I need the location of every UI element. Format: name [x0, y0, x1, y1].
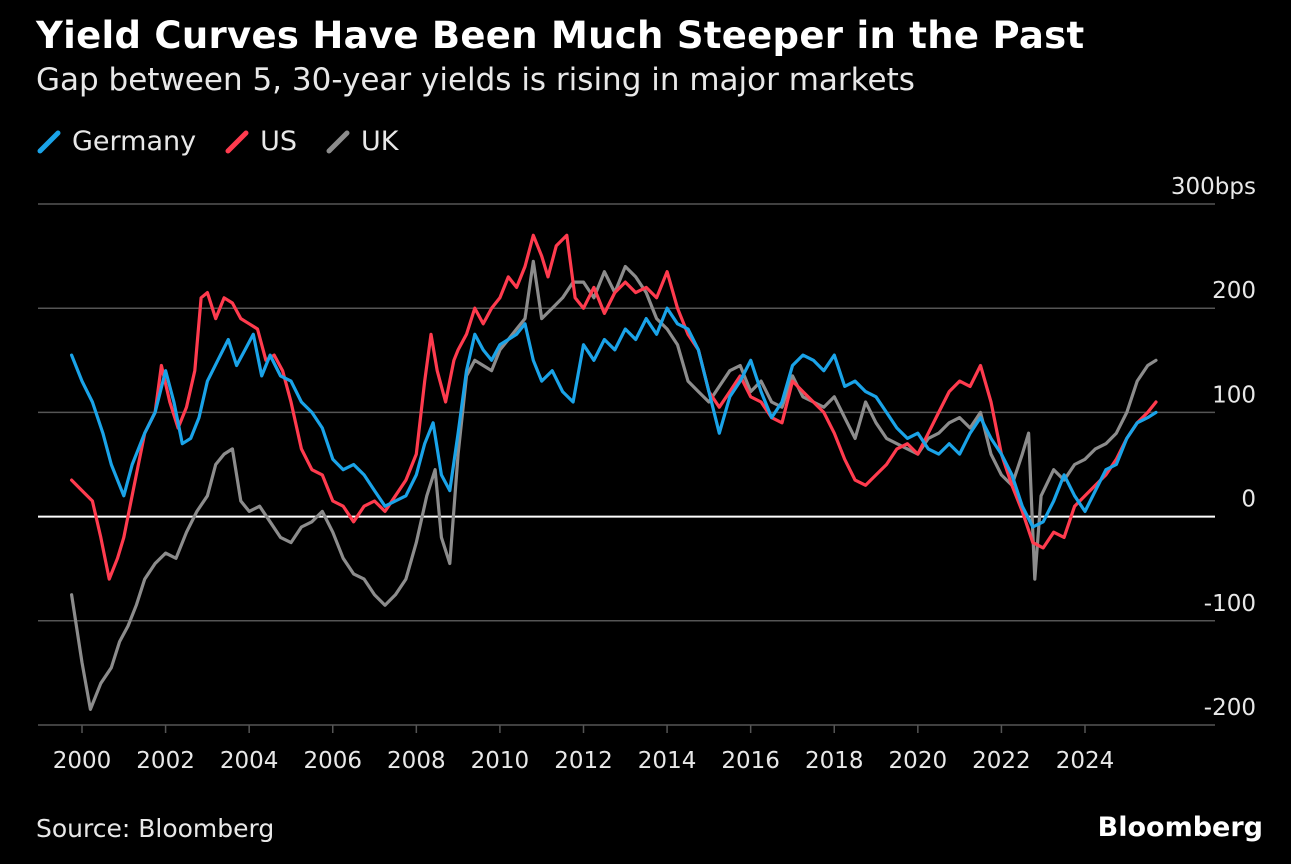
- chart-legend: Germany US UK: [36, 126, 398, 157]
- x-tick-label: 2006: [303, 748, 362, 774]
- x-tick-label: 2020: [889, 748, 948, 774]
- legend-swatch-us: [225, 130, 249, 153]
- series-line-us: [70, 233, 1158, 581]
- x-tick-label: 2018: [805, 748, 864, 774]
- x-tick-label: 2010: [471, 748, 530, 774]
- legend-label-germany: Germany: [72, 126, 197, 157]
- x-tick-label: 2000: [53, 748, 112, 774]
- legend-label-us: US: [260, 126, 298, 157]
- x-tick-label: 2004: [220, 748, 279, 774]
- y-tick-label: -200: [1204, 695, 1256, 721]
- legend-swatch-uk: [326, 130, 350, 153]
- x-tick-label: 2014: [638, 748, 697, 774]
- brand-logo-text: Bloomberg: [1097, 812, 1263, 843]
- y-tick-label: 300bps: [1171, 174, 1256, 200]
- legend-item-germany: Germany: [36, 126, 196, 157]
- legend-item-us: US: [224, 126, 297, 157]
- y-tick-label: -100: [1204, 591, 1256, 617]
- y-tick-label: 200: [1212, 278, 1256, 304]
- x-tick-label: 2024: [1056, 748, 1115, 774]
- legend-label-uk: UK: [361, 126, 399, 157]
- legend-item-uk: UK: [325, 126, 398, 157]
- series-line-uk: [70, 259, 1158, 711]
- series-line-germany: [70, 306, 1158, 529]
- x-tick-label: 2022: [972, 748, 1031, 774]
- x-tick-label: 2012: [554, 748, 613, 774]
- x-tick-label: 2008: [387, 748, 446, 774]
- chart-title: Yield Curves Have Been Much Steeper in t…: [36, 14, 1085, 57]
- x-tick-label: 2016: [721, 748, 780, 774]
- legend-swatch-germany: [37, 130, 61, 153]
- chart-subtitle: Gap between 5, 30-year yields is rising …: [36, 62, 915, 98]
- source-note: Source: Bloomberg: [36, 814, 275, 843]
- y-tick-label: 100: [1212, 382, 1256, 408]
- x-tick-label: 2002: [136, 748, 195, 774]
- y-tick-label: 0: [1241, 487, 1256, 513]
